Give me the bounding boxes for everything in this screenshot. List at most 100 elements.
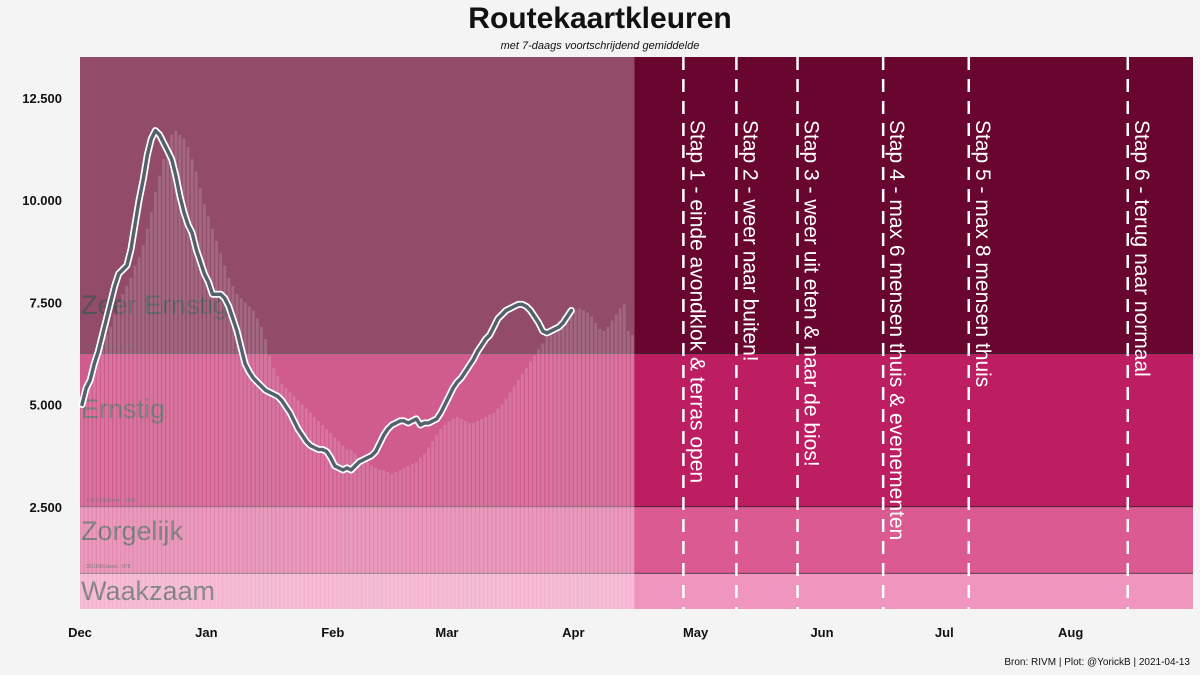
daily-bar [622,304,626,609]
daily-bar [317,420,320,609]
zone-band-zeer-ernstig [80,57,1193,354]
threshold-lines: 35/100K/week - 875 100/100K/week - 2500 25… [80,344,1193,574]
x-tick-label: Dec [68,625,92,640]
daily-bar [100,347,104,609]
daily-bar [626,330,630,609]
daily-bar [231,285,235,609]
daily-bar [427,447,431,609]
daily-bar [308,412,312,609]
daily-bar [300,404,304,609]
daily-bar [435,435,439,609]
step-label-4: Stap 4 - max 6 mensen thuis & evenemente… [885,120,908,540]
zone-bands [80,57,1193,609]
x-tick-label: Apr [562,625,584,640]
daily-bar [145,228,149,609]
zone-label-waakzaam: Waakzaam [81,576,215,606]
zone-label-zorgelijk: Zorgelijk [81,516,184,546]
daily-bar [153,191,157,609]
daily-bar [304,408,308,609]
daily-bar [357,457,361,609]
daily-bar [365,461,369,609]
daily-bar [149,212,153,609]
step-label-3: Stap 3 - weer uit eten & naar de bios! [800,120,823,467]
daily-bar [463,420,467,609]
x-tick-label: Jul [935,625,954,640]
daily-bar [117,302,121,609]
daily-bar [590,316,594,609]
daily-bar [182,138,186,609]
daily-bar [541,343,545,609]
daily-bar [211,228,214,609]
daily-bar [508,392,512,609]
daily-bar [418,457,422,609]
daily-bar [190,159,194,609]
zone-band-waakzaam [80,573,1193,609]
daily-bar [329,433,333,609]
daily-bar [178,134,182,609]
daily-bar [312,416,316,609]
daily-bar [186,146,190,609]
daily-bar [255,318,259,609]
daily-bar [455,416,459,609]
daily-bar [206,216,210,609]
daily-bar [162,159,166,609]
daily-bar [520,373,524,609]
chart-subtitle: met 7-daags voortschrijdend gemiddelde [500,40,700,52]
daily-bar [239,298,243,609]
daily-bar [476,420,479,609]
daily-bar [533,355,537,609]
daily-bar [582,310,585,609]
daily-bar [158,175,161,610]
zone-band-ernstig [80,353,1193,507]
daily-bar [170,134,174,609]
daily-bar [569,312,573,609]
daily-bar [337,441,341,609]
daily-bar [243,302,247,609]
daily-bar [406,465,410,609]
daily-bar [537,349,541,609]
daily-bar [361,459,365,609]
daily-bar [439,429,443,609]
daily-bar [84,392,88,609]
daily-bar [545,337,549,609]
daily-bar [264,339,267,609]
daily-bar [606,326,610,609]
daily-bar [378,469,382,609]
daily-bar [423,453,426,609]
daily-bar [630,335,634,609]
daily-bar [92,363,96,609]
x-tick-label: Jan [195,625,217,640]
daily-bar [459,418,463,609]
daily-bar [577,308,581,609]
daily-bar [105,335,108,609]
daily-bar [198,187,202,609]
chart-title: Routekaartkleuren [468,2,732,35]
y-axis: 2.500 5.000 7.500 10.000 12.500 [22,91,62,515]
daily-bar [321,425,325,609]
daily-bar [247,306,251,609]
daily-bar [276,375,280,609]
daily-bar [467,422,471,609]
daily-bar [390,474,394,609]
threshold-label: 100/100K/week - 2500 [86,498,136,504]
daily-bar [480,418,484,609]
daily-bar [512,386,516,609]
daily-bar [370,465,373,609]
daily-bar [549,330,553,609]
x-tick-label: Mar [435,625,458,640]
daily-bar [561,316,565,609]
daily-bar [259,326,263,609]
daily-bar [202,204,206,609]
daily-bar [516,380,520,609]
daily-bar [251,310,255,609]
x-tick-label: Aug [1058,625,1083,640]
daily-bar [374,467,378,609]
daily-bar [88,384,92,609]
daily-bar [402,467,406,609]
daily-bar [500,404,504,609]
x-tick-label: Jun [810,625,833,640]
daily-bar [125,285,129,609]
y-tick-label: 10.000 [22,193,62,208]
daily-bar [166,142,170,609]
daily-bar [333,437,337,609]
